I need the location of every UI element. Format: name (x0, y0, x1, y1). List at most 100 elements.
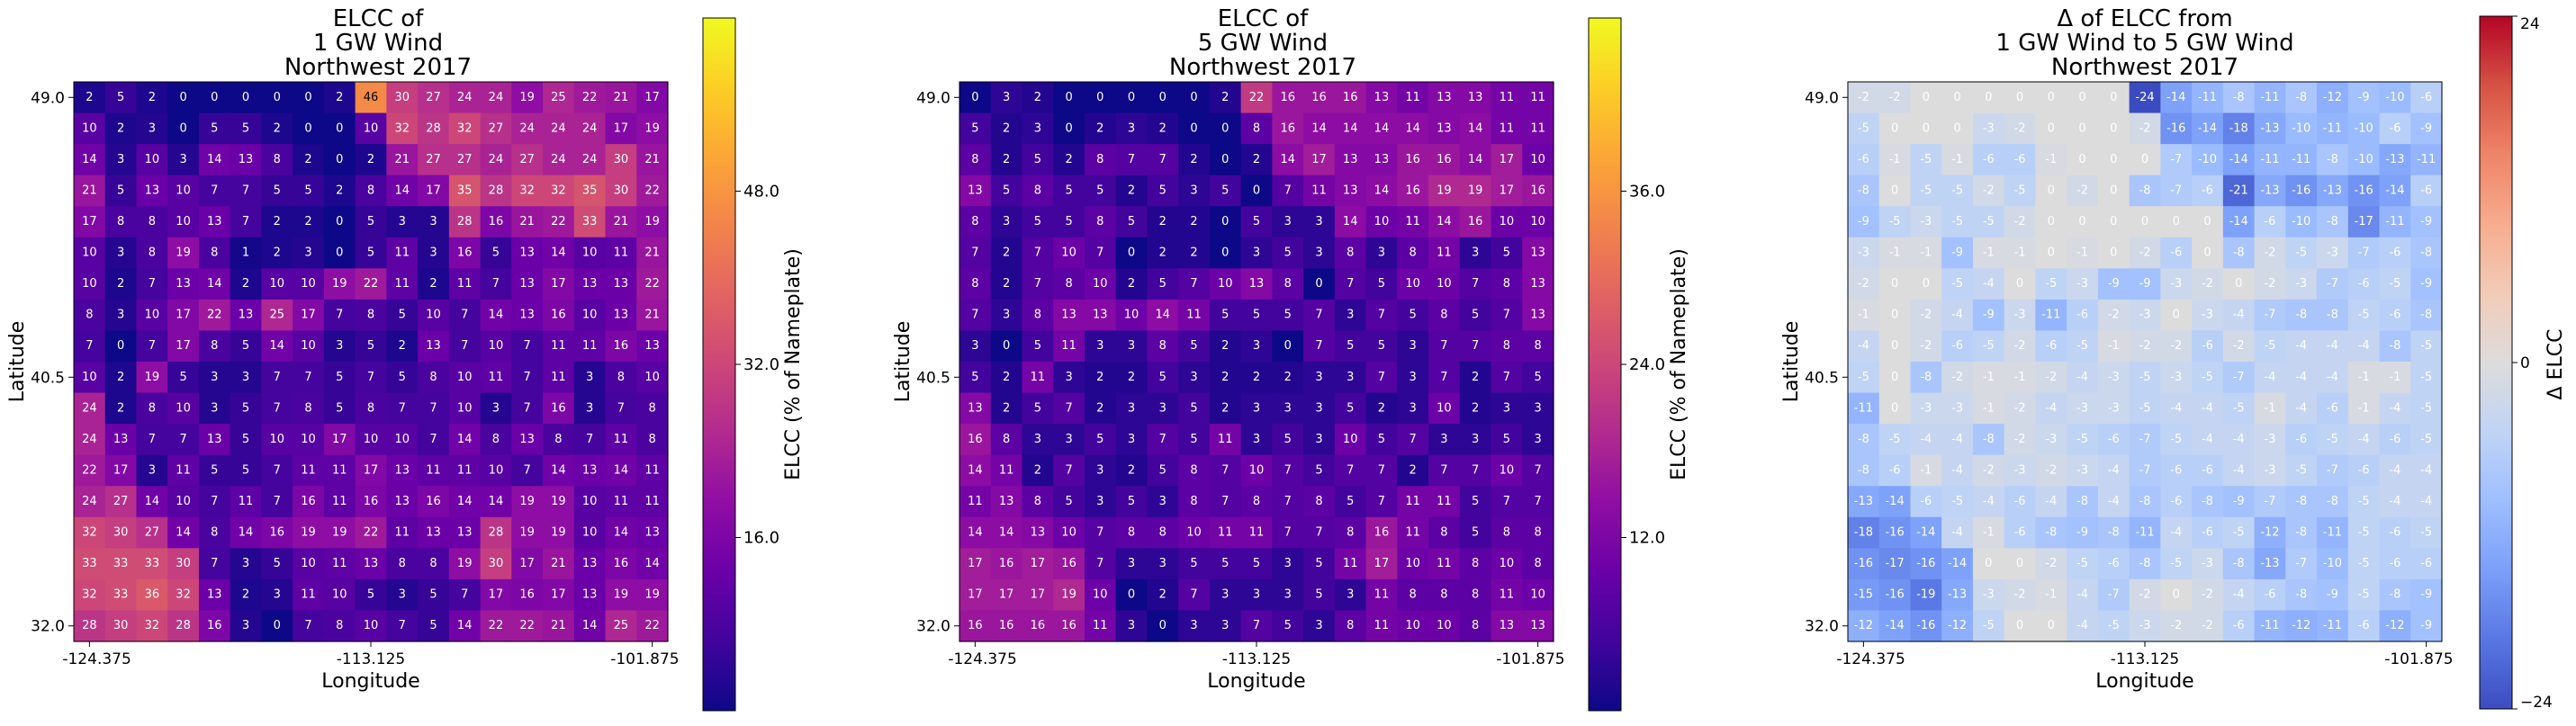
heatmap-cell (605, 454, 637, 487)
heatmap-cell (293, 144, 325, 176)
heatmap-cell (2347, 299, 2381, 332)
cell-value-label: 14 (968, 526, 983, 540)
cell-value-label: -2 (2202, 588, 2213, 602)
y-axis-label: Latitude (1780, 321, 1803, 403)
heatmap-cell (448, 548, 482, 580)
heatmap-cell (74, 486, 106, 518)
heatmap-cell (198, 454, 231, 487)
cell-value-label: 11 (1374, 588, 1390, 602)
heatmap-cell (1240, 362, 1273, 394)
heatmap-cell (990, 610, 1023, 642)
heatmap-cell (573, 144, 607, 176)
heatmap-cell (2222, 392, 2256, 425)
heatmap-cell (1365, 268, 1398, 300)
cell-value-label: 11 (1500, 588, 1515, 602)
heatmap-cell (136, 268, 168, 300)
heatmap-cell (480, 206, 512, 238)
heatmap-cell (2347, 144, 2381, 176)
heatmap-cell (230, 175, 263, 207)
heatmap-cell (1397, 330, 1429, 363)
chart-title-line-2: 5 GW Wind (1198, 30, 1328, 57)
cell-value-label: 32 (457, 121, 473, 135)
heatmap-cell (1941, 362, 1974, 394)
heatmap-cell (1910, 610, 1942, 642)
heatmap-cell (1115, 330, 1148, 363)
heatmap-cell (230, 144, 263, 176)
cell-value-label: -5 (2295, 246, 2307, 260)
heatmap-cell (2192, 454, 2224, 487)
heatmap-cell (605, 424, 637, 456)
cell-value-label: 3 (1472, 433, 1479, 446)
cell-value-label: -7 (2327, 463, 2338, 477)
heatmap-cell (230, 392, 263, 425)
cell-value-label: -6 (1983, 153, 1995, 166)
heatmap-cell (990, 299, 1023, 332)
heatmap-cell (448, 424, 482, 456)
heatmap-cell (2129, 548, 2161, 580)
heatmap-cell (2097, 362, 2130, 394)
cell-value-label: 5 (1034, 339, 1041, 353)
heatmap-cell (198, 237, 231, 269)
cell-value-label: 5 (1128, 215, 1135, 229)
cell-value-label: -6 (2358, 463, 2370, 477)
heatmap-cell (1878, 578, 1912, 612)
heatmap-cell (1084, 237, 1117, 269)
heatmap-cell (1428, 454, 1461, 487)
heatmap-cell (104, 237, 138, 269)
heatmap-cell (1878, 362, 1912, 394)
heatmap-cell (1272, 268, 1304, 300)
cell-value-label: 7 (1034, 246, 1041, 260)
cell-value-label: -1 (2045, 588, 2057, 602)
heatmap-cell (1910, 268, 1942, 300)
heatmap-cell (511, 237, 544, 269)
heatmap-cell (2192, 392, 2224, 425)
cell-value-label: 2 (117, 401, 124, 415)
cell-value-label: -12 (2385, 619, 2404, 632)
cell-value-label: 8 (1159, 526, 1166, 540)
heatmap-cell (2222, 362, 2256, 394)
cell-value-label: 7 (179, 433, 186, 446)
cell-value-label: 5 (1472, 495, 1479, 508)
heatmap-cell (1459, 424, 1492, 456)
cell-value-label: 13 (1374, 153, 1390, 166)
cell-value-label: 16 (1280, 91, 1295, 104)
heatmap-cell (1147, 175, 1179, 207)
cell-value-label: 11 (551, 371, 566, 384)
cell-value-label: 3 (336, 339, 343, 353)
heatmap-cell (2347, 454, 2381, 487)
cell-value-label: 10 (582, 246, 598, 260)
heatmap-cell (448, 516, 482, 549)
cell-value-label: 8 (1440, 309, 1447, 322)
heatmap-cell (167, 82, 200, 114)
cell-value-label: 13 (1374, 91, 1390, 104)
heatmap-cell (2379, 82, 2411, 114)
heatmap-cell (355, 424, 387, 456)
cell-value-label: -18 (2229, 121, 2248, 135)
heatmap-cell (293, 112, 325, 145)
cell-value-label: -6 (2233, 619, 2245, 632)
heatmap-cell (2285, 175, 2318, 207)
cell-value-label: -21 (2229, 184, 2248, 197)
heatmap-cell (959, 237, 992, 269)
heatmap-cell (1878, 237, 1912, 269)
cell-value-label: 8 (1472, 588, 1479, 602)
heatmap-cell (448, 362, 482, 394)
cell-value-label: 10 (82, 277, 97, 291)
heatmap-cell (1147, 237, 1179, 269)
y-tick-label: 40.5 (916, 369, 950, 387)
heatmap-cell (1365, 392, 1398, 425)
heatmap-cell (1972, 175, 2005, 207)
heatmap-cell (543, 486, 575, 518)
cell-value-label: 13 (614, 277, 629, 291)
cell-value-label: 2 (1472, 371, 1479, 384)
y-tick-label: 32.0 (31, 618, 65, 636)
heatmap-cell (543, 206, 575, 238)
heatmap-cell (136, 175, 168, 207)
cell-value-label: -5 (2076, 557, 2088, 570)
cell-value-label: -2 (2139, 246, 2151, 260)
heatmap-cell (2097, 175, 2130, 207)
heatmap-cell (2254, 82, 2286, 114)
heatmap-cell (2035, 610, 2067, 642)
heatmap-cell (2129, 454, 2161, 487)
heatmap-cell (605, 206, 637, 238)
